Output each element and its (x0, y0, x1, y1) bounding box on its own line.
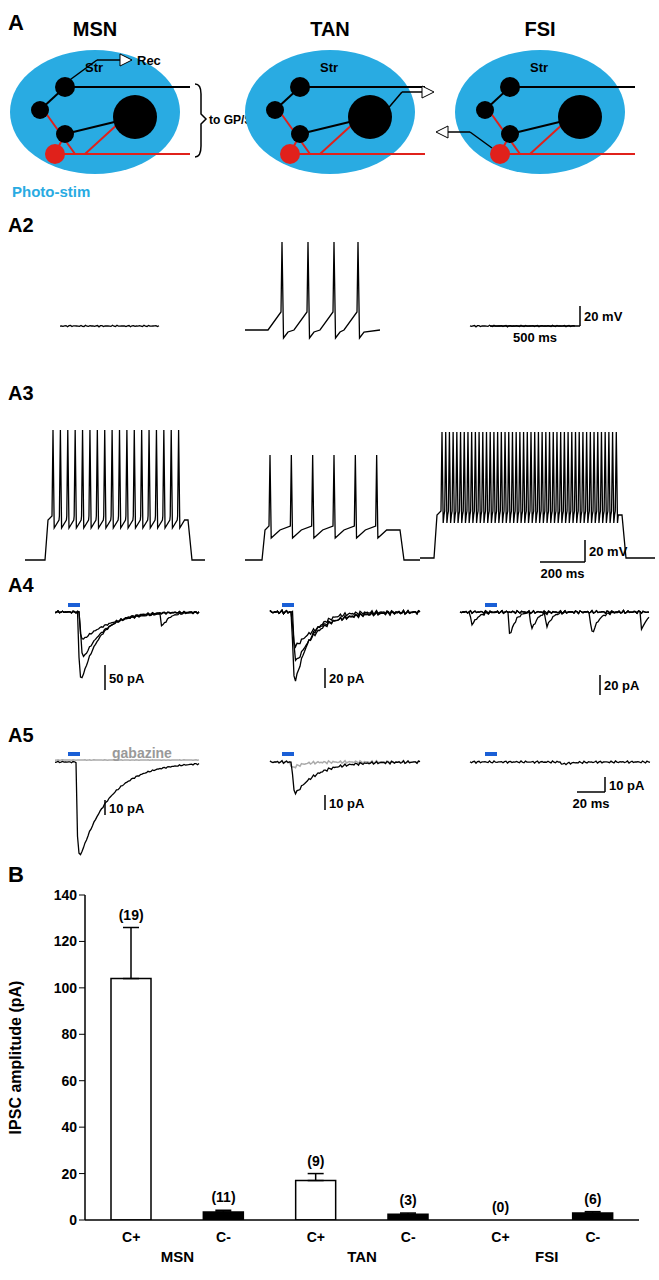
svg-text:(6): (6) (584, 1191, 601, 1207)
svg-text:20 mV: 20 mV (589, 544, 628, 559)
svg-text:C-: C- (585, 1229, 600, 1245)
svg-text:A5: A5 (8, 724, 34, 746)
svg-text:to GP/SN: to GP/SN (209, 113, 261, 127)
svg-text:TAN: TAN (347, 1248, 377, 1265)
svg-text:TAN: TAN (310, 18, 350, 40)
svg-text:100: 100 (54, 980, 78, 996)
svg-text:(3): (3) (400, 1192, 417, 1208)
svg-text:A3: A3 (8, 382, 34, 404)
svg-text:C+: C+ (491, 1229, 509, 1245)
svg-text:Str: Str (320, 60, 338, 75)
svg-text:10 pA: 10 pA (329, 796, 365, 811)
svg-text:C+: C+ (307, 1229, 325, 1245)
svg-text:C-: C- (401, 1229, 416, 1245)
svg-text:C+: C+ (122, 1229, 140, 1245)
svg-text:IPSC amplitude (pA): IPSC amplitude (pA) (7, 981, 24, 1135)
svg-text:A2: A2 (8, 214, 34, 236)
svg-text:Photo-stim: Photo-stim (12, 183, 90, 200)
svg-text:Str: Str (530, 60, 548, 75)
html-text:B: B (8, 862, 24, 887)
svg-text:120: 120 (54, 933, 78, 949)
svg-text:20 pA: 20 pA (329, 671, 365, 686)
svg-text:(11): (11) (211, 1189, 235, 1205)
svg-text:(9): (9) (307, 1153, 324, 1169)
svg-text:20 mV: 20 mV (584, 309, 623, 324)
svg-text:140: 140 (54, 887, 78, 903)
svg-text:0: 0 (69, 1212, 77, 1228)
svg-text:FSI: FSI (524, 18, 555, 40)
svg-text:20: 20 (61, 1166, 77, 1182)
svg-text:20 pA: 20 pA (604, 678, 640, 693)
svg-text:A4: A4 (8, 574, 34, 596)
svg-text:10 pA: 10 pA (109, 801, 145, 816)
svg-text:MSN: MSN (161, 1248, 194, 1265)
svg-text:Str: Str (85, 60, 104, 75)
svg-text:40: 40 (61, 1119, 77, 1135)
svg-text:FSI: FSI (535, 1248, 558, 1265)
svg-text:20 ms: 20 ms (573, 796, 610, 811)
svg-text:Rec: Rec (137, 53, 161, 68)
svg-text:60: 60 (61, 1073, 77, 1089)
svg-text:50 pA: 50 pA (109, 671, 145, 686)
svg-text:200 ms: 200 ms (540, 566, 584, 581)
svg-text:10 pA: 10 pA (609, 778, 645, 793)
svg-text:gabazine: gabazine (112, 745, 172, 761)
svg-text:500 ms: 500 ms (513, 330, 557, 345)
svg-text:(19): (19) (119, 907, 144, 923)
svg-text:80: 80 (61, 1026, 77, 1042)
svg-text:MSN: MSN (73, 18, 117, 40)
svg-text:(0): (0) (492, 1199, 509, 1215)
svg-text:C-: C- (216, 1229, 231, 1245)
svg-text:A: A (8, 10, 24, 35)
